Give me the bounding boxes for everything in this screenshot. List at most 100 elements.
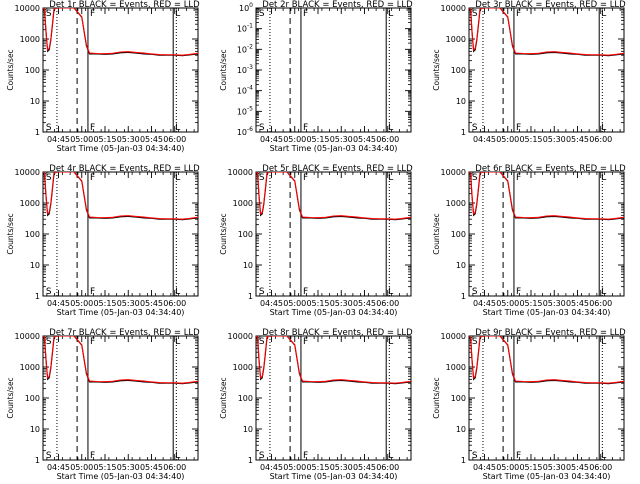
chart-panel-2: Det 2r BLACK = Events, RED = LLD 10-6 10-5… xyxy=(219,0,413,153)
x-tick-label: 05:30 xyxy=(330,135,353,144)
y-tick-label: 10 xyxy=(456,261,466,270)
x-tick-label: 05:15 xyxy=(93,135,116,144)
marker-label: F xyxy=(516,173,521,183)
x-tick-label: 05:30 xyxy=(543,299,566,308)
x-tick-label: 04:45 xyxy=(473,135,496,144)
chart-title: Det 4r BLACK = Events, RED = LLD xyxy=(49,164,200,174)
y-tick-label: 100 xyxy=(25,394,40,403)
marker-label: S xyxy=(46,451,52,461)
marker-label: S xyxy=(46,123,52,133)
y-tick-label: 1 xyxy=(461,456,466,465)
y-axis-label: Counts/sec xyxy=(6,49,15,90)
x-tick-label: 05:15 xyxy=(306,299,329,308)
marker-label: L xyxy=(388,451,393,461)
marker-label: L xyxy=(388,123,393,133)
y-tick-label: 1 xyxy=(35,128,40,137)
x-tick-label: 05:15 xyxy=(93,463,116,472)
marker-label: S xyxy=(472,337,478,347)
x-tick-label: 05:15 xyxy=(519,135,542,144)
marker-label: L xyxy=(388,287,393,297)
y-tick-label: 1000 xyxy=(20,199,40,208)
x-tick-label: 05:45 xyxy=(566,135,589,144)
chart-title: Det 9r BLACK = Events, RED = LLD xyxy=(475,328,626,338)
marker-label: L xyxy=(175,451,180,461)
y-tick-label: 1000 xyxy=(446,35,466,44)
marker-label: F xyxy=(303,287,308,297)
x-tick-label: 04:45 xyxy=(260,463,283,472)
x-tick-label: 06:00 xyxy=(163,463,186,472)
y-tick-label: 1 xyxy=(35,456,40,465)
chart-title: Det 2r BLACK = Events, RED = LLD xyxy=(262,0,413,10)
marker-label: L xyxy=(388,9,393,19)
x-tick-label: 05:45 xyxy=(353,135,376,144)
x-axis-label: Start Time (05-Jan-03 04:34:40) xyxy=(270,144,398,153)
x-tick-label: 06:00 xyxy=(589,135,612,144)
x-tick-label: 04:45 xyxy=(260,135,283,144)
y-tick-label: 10-1 xyxy=(237,23,253,34)
x-tick-label: 05:00 xyxy=(283,299,306,308)
series-line-lld xyxy=(469,8,624,56)
x-tick-label: 04:45 xyxy=(260,299,283,308)
y-tick-label: 1000 xyxy=(20,35,40,44)
marker-label: L xyxy=(388,173,393,183)
marker-label: F xyxy=(303,9,308,19)
y-tick-label: 10-6 xyxy=(237,126,253,137)
x-axis-label: Start Time (05-Jan-03 04:34:40) xyxy=(57,472,185,480)
y-tick-label: 100 xyxy=(238,230,253,239)
marker-label: F xyxy=(90,173,95,183)
x-tick-label: 05:00 xyxy=(283,135,306,144)
x-tick-label: 05:00 xyxy=(496,463,519,472)
x-tick-label: 06:00 xyxy=(376,135,399,144)
y-tick-label: 10000 xyxy=(441,332,466,341)
x-tick-label: 05:15 xyxy=(93,299,116,308)
y-axis-label: Counts/sec xyxy=(432,213,441,254)
y-tick-label: 1 xyxy=(248,292,253,301)
x-tick-label: 04:45 xyxy=(47,463,70,472)
series-line-lld xyxy=(43,8,198,56)
series-line-lld xyxy=(256,172,411,220)
marker-label: F xyxy=(516,287,521,297)
chart-panel-6: Det 6r BLACK = Events, RED = LLD 1 10 100 10… xyxy=(432,164,626,317)
chart-panel-5: Det 5r BLACK = Events, RED = LLD 1 10 100 10… xyxy=(219,164,413,317)
chart-title: Det 7r BLACK = Events, RED = LLD xyxy=(49,328,200,338)
x-axis-label: Start Time (05-Jan-03 04:34:40) xyxy=(270,308,398,317)
x-axis-label: Start Time (05-Jan-03 04:34:40) xyxy=(483,472,611,480)
y-tick-label: 100 xyxy=(239,2,253,13)
chart-title: Det 6r BLACK = Events, RED = LLD xyxy=(475,164,626,174)
x-tick-label: 05:30 xyxy=(330,463,353,472)
y-tick-exponent: -2 xyxy=(247,43,253,50)
plot-frame xyxy=(468,7,625,133)
y-axis-label: Counts/sec xyxy=(432,377,441,418)
x-tick-label: 05:45 xyxy=(140,463,163,472)
x-axis-label: Start Time (05-Jan-03 04:34:40) xyxy=(270,472,398,480)
x-tick-label: 05:30 xyxy=(117,135,140,144)
marker-label: F xyxy=(516,123,521,133)
x-tick-label: 04:45 xyxy=(473,299,496,308)
chart-panel-1: Det 1r BLACK = Events, RED = LLD 1 10 100 10… xyxy=(6,0,200,153)
marker-label: S xyxy=(472,123,478,133)
series-line-lld xyxy=(469,336,624,384)
y-tick-label: 10000 xyxy=(15,168,40,177)
marker-label: L xyxy=(175,287,180,297)
marker-label: S xyxy=(259,123,265,133)
y-tick-label: 1 xyxy=(461,128,466,137)
x-tick-label: 06:00 xyxy=(589,299,612,308)
plot-frame xyxy=(255,335,412,461)
x-tick-label: 06:00 xyxy=(163,135,186,144)
chart-panel-8: Det 8r BLACK = Events, RED = LLD 1 10 100 10… xyxy=(219,328,413,481)
y-tick-label: 10 xyxy=(243,425,253,434)
y-tick-label: 1000 xyxy=(233,199,253,208)
y-tick-label: 10 xyxy=(243,261,253,270)
y-axis-label: Counts/sec xyxy=(219,213,228,254)
y-tick-label: 100 xyxy=(25,230,40,239)
y-tick-label: 100 xyxy=(451,66,466,75)
x-axis-label: Start Time (05-Jan-03 04:34:40) xyxy=(57,308,185,317)
series-line-lld xyxy=(469,172,624,220)
marker-label: S xyxy=(472,173,478,183)
x-tick-label: 06:00 xyxy=(589,463,612,472)
y-tick-label: 10000 xyxy=(228,332,253,341)
marker-label: F xyxy=(90,287,95,297)
marker-label: L xyxy=(601,337,606,347)
x-tick-label: 06:00 xyxy=(163,299,186,308)
y-tick-label: 10-2 xyxy=(237,43,253,54)
